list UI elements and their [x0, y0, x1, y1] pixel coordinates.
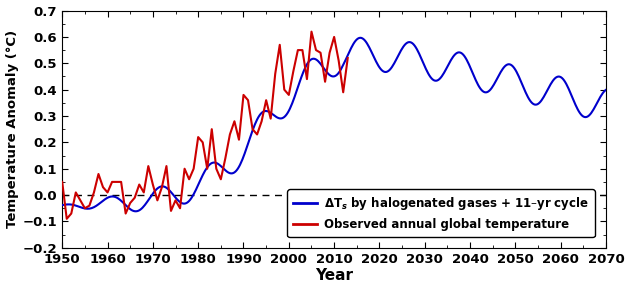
Y-axis label: Temperature Anomaly (°C): Temperature Anomaly (°C) [6, 30, 18, 228]
Legend: $\Delta$T$_s$ by halogenated gases + 11–yr cycle, Observed annual global tempera: $\Delta$T$_s$ by halogenated gases + 11–… [287, 190, 595, 237]
X-axis label: Year: Year [315, 268, 353, 284]
